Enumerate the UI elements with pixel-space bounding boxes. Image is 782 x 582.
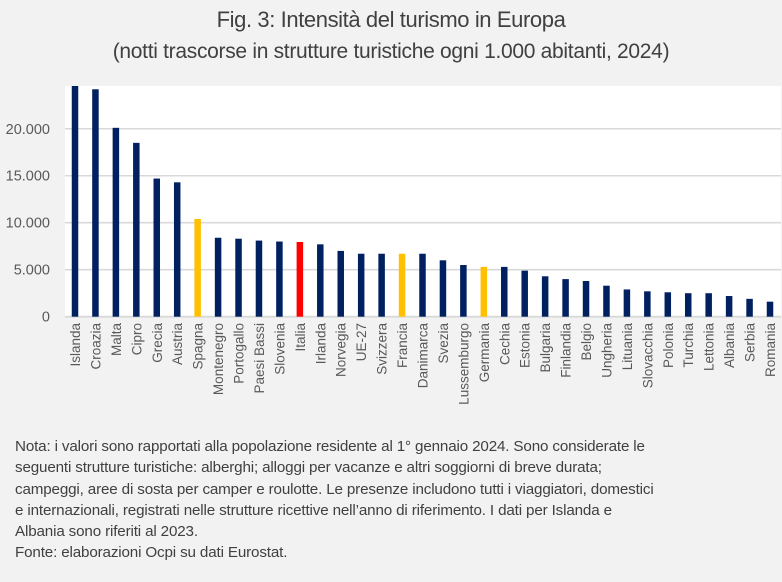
y-axis-tick-labels: 0 5.000 10.000 15.000 20.000 — [6, 122, 50, 326]
bar-norvegia — [337, 250, 344, 317]
x-tick-label: Lituania — [620, 323, 635, 371]
bar-polonia — [664, 292, 672, 317]
source-line: Fonte: elaborazioni Ocpi su dati Eurosta… — [15, 544, 288, 562]
bar-croazia — [92, 89, 99, 317]
x-tick-label: UE-27 — [354, 323, 369, 361]
bars — [71, 86, 774, 317]
bar-ungheria — [603, 285, 610, 317]
x-tick-label: Lussemburgo — [456, 323, 471, 405]
y-tick-label: 0 — [42, 310, 50, 326]
bar-turchia — [684, 293, 692, 317]
note-line: Albania sono riferiti al 2023. — [15, 523, 198, 541]
x-tick-label: Portogallo — [232, 323, 247, 384]
bar-cechia — [501, 266, 508, 317]
x-tick-label: Francia — [395, 323, 410, 369]
x-tick-label: Romania — [763, 323, 778, 378]
bar-portogallo — [235, 238, 242, 317]
x-tick-label: Bulgaria — [538, 323, 553, 373]
x-tick-label: Islanda — [68, 323, 83, 367]
chart-title: Fig. 3: Intensità del turismo in Europa — [216, 7, 566, 32]
x-tick-label: Austria — [170, 323, 185, 366]
bar-malta — [112, 127, 120, 317]
x-tick-label: Lettonia — [702, 323, 717, 372]
x-tick-label: Polonia — [661, 323, 676, 369]
x-tick-label: Italia — [293, 323, 308, 352]
bar-austria — [173, 182, 181, 317]
x-tick-label: Montenegro — [211, 323, 226, 395]
x-tick-label: Cechia — [497, 323, 512, 366]
bar-lettonia — [705, 293, 712, 317]
bar-chart: 0 5.000 10.000 15.000 20.000 Islanda Croazia M… — [6, 86, 781, 405]
bar-montenegro — [214, 237, 222, 317]
x-tick-label: Croazia — [88, 323, 103, 370]
x-tick-label: Cipro — [129, 323, 144, 355]
x-tick-label: Norvegia — [334, 323, 349, 378]
bar-irlanda — [317, 244, 324, 317]
bar-spagna — [194, 218, 201, 317]
note-line: Nota: i valori sono rapportati alla popo… — [15, 438, 645, 455]
bar-bulgaria — [541, 276, 549, 317]
x-tick-label: Irlanda — [313, 323, 328, 365]
bar-cipro — [133, 142, 140, 317]
x-tick-label: Slovenia — [272, 323, 287, 375]
x-tick-label: Ungheria — [599, 323, 614, 378]
x-tick-label: Malta — [109, 323, 124, 357]
y-tick-label: 10.000 — [6, 216, 50, 232]
gridlines — [65, 127, 781, 318]
x-tick-label: Paesi Bassi — [252, 323, 267, 394]
x-tick-label: Estonia — [518, 323, 533, 369]
note-line: e internazionali, registrati nelle strut… — [15, 501, 612, 519]
note-line: campeggi, aree di sosta per camper e rou… — [15, 480, 654, 498]
x-tick-label: Spagna — [191, 323, 206, 370]
bar-ue-27 — [357, 253, 365, 317]
bar-italia — [296, 241, 304, 317]
bar-slovenia — [276, 241, 283, 317]
bar-estonia — [521, 270, 528, 317]
y-tick-label: 5.000 — [14, 263, 50, 279]
x-tick-label: Slovacchia — [640, 323, 655, 389]
note-line: seguenti strutture turistiche: alberghi;… — [15, 459, 602, 477]
x-tick-label: Albania — [722, 323, 737, 369]
bar-germania — [480, 266, 488, 317]
bar-danimarca — [419, 253, 426, 317]
x-tick-label: Svezia — [436, 323, 451, 364]
x-tick-label: Finlandia — [559, 323, 574, 378]
x-tick-label: Grecia — [150, 323, 165, 363]
bar-svezia — [439, 260, 447, 317]
x-tick-label: Danimarca — [416, 323, 431, 389]
bar-serbia — [746, 298, 753, 317]
y-tick-label: 15.000 — [6, 169, 50, 185]
bar-francia — [398, 253, 406, 317]
x-axis-tick-labels: Islanda Croazia Malta Cipro Grecia Austria Spa… — [68, 323, 778, 405]
bar-paesi-bassi — [255, 240, 263, 317]
bar-lussemburgo — [460, 265, 467, 317]
bar-islanda — [71, 86, 79, 317]
bar-albania — [725, 296, 733, 317]
y-tick-label: 20.000 — [6, 122, 50, 138]
bar-lituania — [623, 289, 631, 317]
bar-finlandia — [562, 279, 569, 317]
bar-romania — [766, 301, 774, 317]
x-tick-label: Serbia — [743, 323, 758, 363]
x-tick-label: Svizzera — [375, 323, 390, 375]
chart-note: Nota: i valori sono rapportati alla popo… — [15, 436, 775, 564]
bar-slovacchia — [644, 291, 651, 317]
bar-belgio — [582, 280, 590, 317]
x-tick-label: Belgio — [579, 323, 594, 361]
chart-subtitle: (notti trascorse in strutture turistiche… — [112, 40, 670, 63]
x-tick-label: Turchia — [681, 323, 696, 368]
bar-grecia — [153, 178, 161, 317]
bar-svizzera — [378, 253, 385, 317]
x-tick-label: Germania — [477, 323, 492, 383]
